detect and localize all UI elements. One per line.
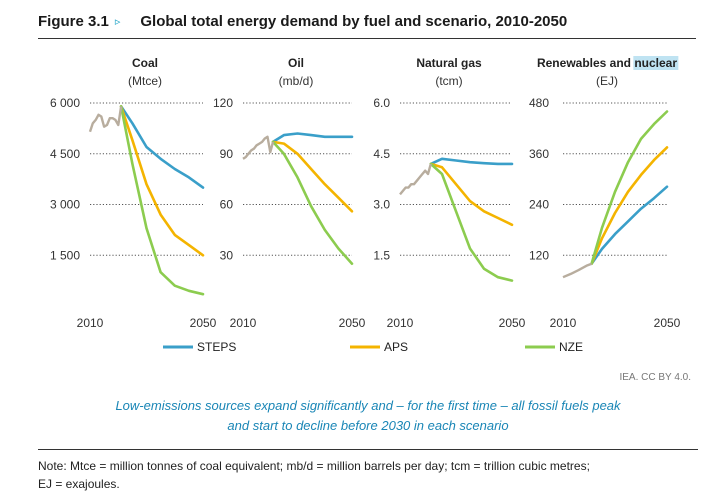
caption-line-2: and start to decline before 2030 in each… [227, 418, 509, 433]
figure-title: Global total energy demand by fuel and s… [140, 12, 568, 30]
y-tick-label: 120 [529, 248, 549, 262]
series-line-aps [119, 105, 205, 257]
caption: Low-emissions sources expand significant… [38, 396, 698, 436]
x-tick-label: 2010 [387, 316, 414, 330]
y-tick-label: 6.0 [373, 96, 390, 110]
y-tick-label: 4 500 [50, 147, 80, 161]
historical-line [88, 106, 123, 133]
y-tick-label: 6 000 [50, 96, 80, 110]
historical-line [399, 163, 432, 196]
series-line-nze [590, 110, 669, 265]
y-tick-label: 360 [529, 147, 549, 161]
y-tick-label: 4.5 [373, 147, 390, 161]
panel-title-part: Renewables and [537, 56, 634, 70]
panel-title: Renewables and nuclear [537, 56, 677, 70]
series-line-aps [271, 140, 354, 213]
panel-title: Oil [288, 56, 304, 70]
x-tick-label: 2010 [230, 316, 257, 330]
x-tick-label: 2050 [499, 316, 526, 330]
x-tick-label: 2050 [190, 316, 217, 330]
x-tick-label: 2010 [77, 316, 104, 330]
legend-label: STEPS [197, 340, 236, 354]
series-line-nze [429, 162, 514, 282]
note: Note: Mtce = million tonnes of coal equi… [38, 457, 703, 493]
title-divider [38, 38, 696, 39]
y-tick-label: 3.0 [373, 198, 390, 212]
figure-title-row: Figure 3.1 ▹ Global total energy demand … [38, 8, 567, 34]
y-tick-label: 90 [220, 147, 234, 161]
y-tick-label: 1.5 [373, 248, 390, 262]
triangle-arrow-icon: ▹ [114, 15, 121, 28]
note-line-2: EJ = exajoules. [38, 477, 120, 491]
series-line-nze [271, 140, 354, 265]
panel-unit: (Mtce) [128, 74, 162, 88]
series-line-nze [119, 105, 205, 296]
x-tick-label: 2050 [654, 316, 681, 330]
historical-line [242, 135, 275, 160]
y-tick-label: 60 [220, 198, 234, 212]
series-line-steps [119, 105, 205, 189]
panel-unit: (tcm) [435, 74, 462, 88]
y-tick-label: 1 500 [50, 248, 80, 262]
series-line-steps [590, 185, 669, 265]
panel-title: Coal [132, 56, 158, 70]
series-line-aps [429, 162, 514, 227]
y-tick-label: 120 [213, 96, 233, 110]
caption-divider [38, 449, 698, 450]
legend-label: APS [384, 340, 408, 354]
figure-number: Figure 3.1 [38, 12, 109, 30]
historical-line [562, 262, 593, 279]
panel-unit: (EJ) [596, 74, 618, 88]
title-highlight-box [633, 56, 679, 70]
panel-title: Natural gas [416, 56, 482, 70]
caption-line-1: Low-emissions sources expand significant… [115, 398, 621, 413]
y-tick-label: 480 [529, 96, 549, 110]
legend-label: NZE [559, 340, 583, 354]
credit-text: IEA. CC BY 4.0. [619, 372, 691, 383]
y-tick-label: 3 000 [50, 198, 80, 212]
x-tick-label: 2050 [339, 316, 366, 330]
y-tick-label: 30 [220, 248, 234, 262]
y-tick-label: 240 [529, 198, 549, 212]
series-line-aps [590, 146, 669, 265]
note-line-1: Note: Mtce = million tonnes of coal equi… [38, 459, 590, 473]
panel-title-highlight: nuclear [634, 56, 677, 70]
series-line-steps [429, 157, 514, 166]
panel-unit: (mb/d) [279, 74, 314, 88]
x-tick-label: 2010 [550, 316, 577, 330]
series-line-steps [271, 132, 354, 144]
